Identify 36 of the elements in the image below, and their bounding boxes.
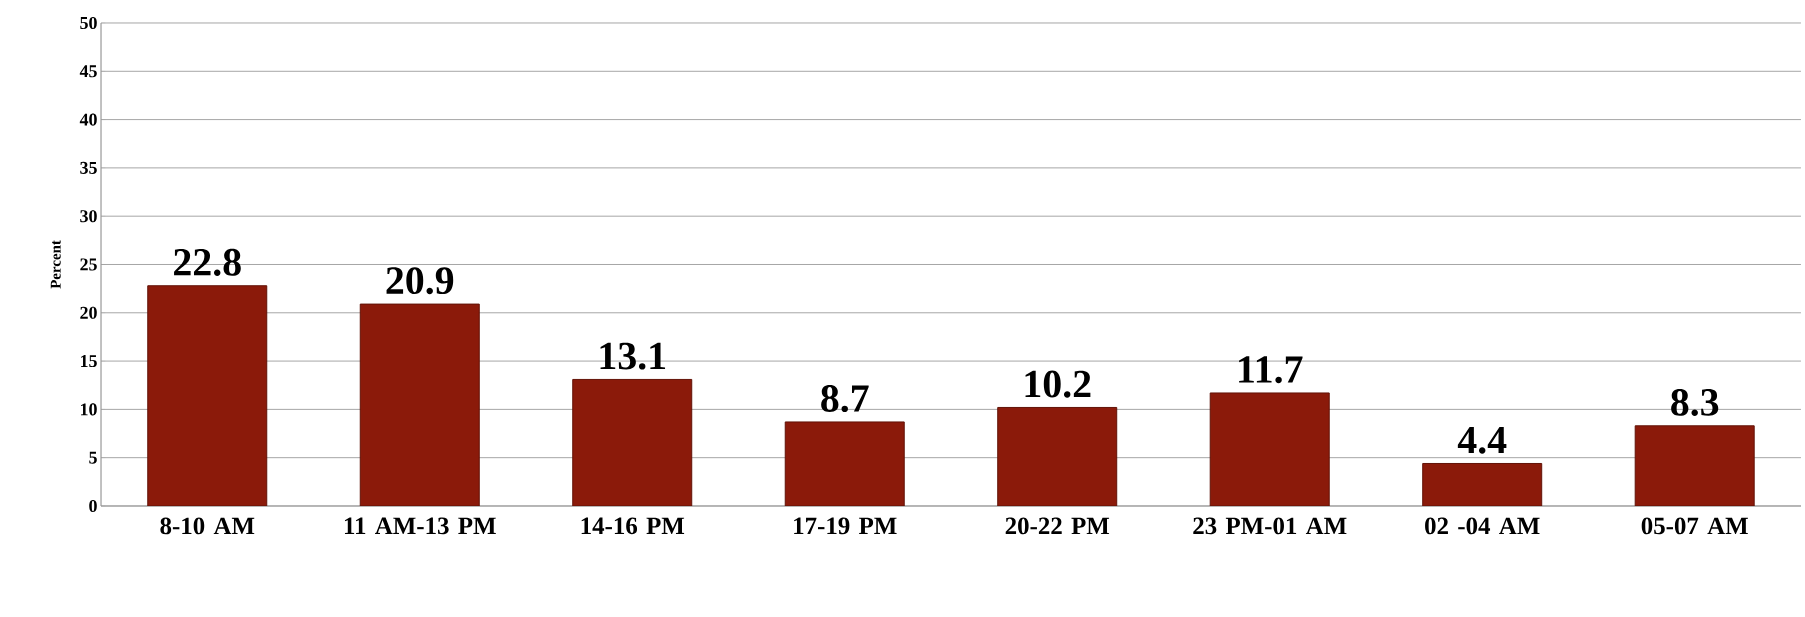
y-tick-label: 45 [79, 65, 97, 78]
bar [1634, 425, 1755, 506]
x-tick-label: 05-07 AM [1641, 517, 1748, 535]
bar [1422, 462, 1543, 506]
y-tick-label: 30 [80, 210, 97, 223]
y-tick-label: 0 [89, 499, 97, 513]
y-tick-label: 25 [80, 258, 97, 271]
bar [997, 406, 1118, 506]
x-tick-label: 14-16 PM [581, 517, 685, 535]
y-tick-label: 40 [79, 113, 97, 126]
data-label: 22.8 [174, 248, 241, 276]
x-tick-label: 23 PM-01 AM [1193, 517, 1347, 535]
bar [572, 378, 693, 506]
data-label: 8.3 [1671, 388, 1719, 416]
data-label: 13.1 [600, 342, 666, 370]
data-label: 8.7 [821, 385, 869, 413]
bar [359, 303, 480, 506]
data-label: 20.9 [386, 267, 454, 295]
x-tick-label: 11 AM-13 PM [344, 517, 496, 535]
x-tick-label: 8-10 AM [160, 517, 255, 535]
x-tick-label: 02 -04 AM [1425, 517, 1540, 535]
y-tick-label: 35 [80, 161, 97, 174]
bar [1209, 392, 1330, 506]
data-label: 4.4 [1457, 426, 1507, 454]
bar [147, 285, 268, 506]
data-label: 10.2 [1025, 370, 1091, 398]
y-tick-label: 5 [89, 451, 97, 464]
x-tick-label: 17-19 PM [794, 517, 897, 535]
y-tick-label: 20 [80, 306, 97, 319]
bar [784, 421, 905, 506]
y-tick-label: 10 [81, 403, 97, 416]
y-tick-label: 15 [81, 355, 97, 368]
y-axis-title: Percent [50, 240, 61, 289]
y-tick-label: 50 [80, 16, 97, 30]
x-tick-label: 20-22 PM [1005, 517, 1110, 535]
data-label: 11.7 [1239, 356, 1303, 384]
